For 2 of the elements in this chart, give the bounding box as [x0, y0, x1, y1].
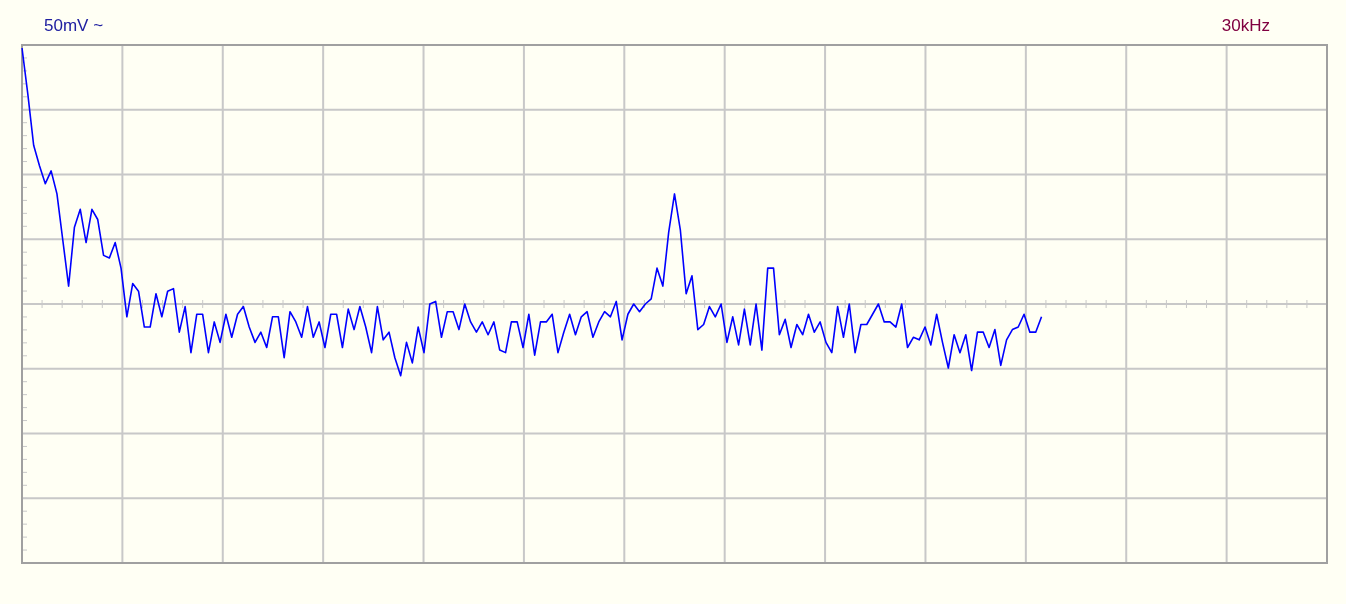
text: 50mV ~ [44, 16, 104, 36]
text: 30kHz [1221, 16, 1270, 36]
